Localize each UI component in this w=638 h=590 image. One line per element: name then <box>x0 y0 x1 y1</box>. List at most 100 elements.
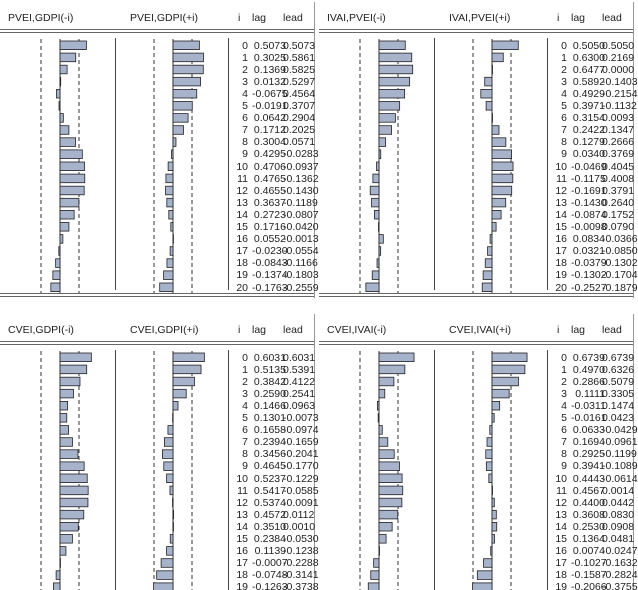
lag-index: 9 <box>561 460 567 473</box>
lag-value: -0.2527 <box>571 281 607 294</box>
lead-value: 0.3769 <box>602 148 635 161</box>
lead-bar <box>159 282 174 293</box>
lag-value: 0.3510 <box>253 520 286 533</box>
lag-bar <box>59 473 88 484</box>
lead-bar <box>163 270 174 280</box>
lead-value: -0.1089 <box>602 460 638 473</box>
lead-value: -0.2824 <box>602 569 638 582</box>
lead-value: 0.6326 <box>602 363 635 376</box>
lag-index: 15 <box>555 533 567 545</box>
lead-value: -0.1132 <box>602 100 637 112</box>
lead-value: -0.1238 <box>283 545 319 558</box>
lead-value: 0.6739 <box>602 351 635 364</box>
lag-index: 12 <box>236 496 248 509</box>
lag-index: 15 <box>236 221 248 233</box>
lag-index: 1 <box>561 51 567 64</box>
lag-bar <box>50 282 61 293</box>
lag-index: 8 <box>561 136 567 149</box>
lead-bar <box>172 388 187 399</box>
lag-index: 2 <box>242 63 248 76</box>
lag-index: 5 <box>561 412 567 424</box>
lead-bar <box>161 449 174 459</box>
column-header-i: i <box>238 12 241 24</box>
lag-bar <box>371 197 380 208</box>
lead-bar <box>484 258 493 268</box>
lag-bar <box>59 113 64 123</box>
lag-bar <box>58 246 61 256</box>
lag-index: 4 <box>561 87 567 100</box>
lead-value: 0.5391 <box>283 363 316 376</box>
column-header-i: i <box>557 12 560 24</box>
lag-index: 19 <box>555 581 567 590</box>
lead-value: 0.5073 <box>283 39 316 52</box>
lag-bar <box>59 388 74 399</box>
lag-index: 18 <box>555 257 567 270</box>
lead-bar <box>491 401 501 411</box>
lag-index: 15 <box>555 221 567 233</box>
lag-value: -0.0007 <box>252 557 288 570</box>
column-separator <box>434 38 435 290</box>
divider <box>319 293 633 297</box>
lag-value: -0.0469 <box>571 160 607 173</box>
lag-index: 0 <box>561 351 567 364</box>
lead-bar <box>167 161 174 172</box>
lag-bar <box>378 113 396 123</box>
lag-value: -0.1374 <box>252 269 288 282</box>
lag-bar <box>378 534 387 544</box>
correlogram-bars <box>359 351 528 590</box>
lead-value: -0.1362 <box>283 172 319 185</box>
lag-index: 18 <box>236 257 248 270</box>
lead-value: -0.1659 <box>283 436 319 449</box>
lag-bar <box>59 76 62 87</box>
lead-bar <box>163 437 174 447</box>
lead-value: 0.0112 <box>283 508 315 521</box>
lag-index: 17 <box>555 245 567 258</box>
lag-bar <box>59 222 70 232</box>
lag-bar <box>59 64 68 75</box>
lag-index: 2 <box>561 63 567 76</box>
lag-index: 4 <box>242 87 248 100</box>
lag-index: 20 <box>555 281 567 294</box>
lag-bar <box>378 376 395 387</box>
lag-index: 7 <box>561 436 567 449</box>
lead-value: -0.1770 <box>283 460 319 473</box>
lead-bar <box>172 89 198 99</box>
lag-index: 6 <box>242 112 248 125</box>
lag-value: 0.4400 <box>572 496 605 509</box>
lead-bar <box>491 485 493 496</box>
lag-value: -0.0874 <box>571 208 607 221</box>
lead-bar <box>485 101 493 111</box>
lag-index: 16 <box>555 233 567 246</box>
lag-index: 10 <box>555 160 567 173</box>
lag-value: 0.5892 <box>572 75 605 88</box>
lead-value: 0.2640 <box>602 196 635 209</box>
lag-bar <box>369 185 380 196</box>
lag-value: 0.3941 <box>572 460 605 473</box>
lead-bar <box>491 40 519 51</box>
lag-value: -0.0098 <box>571 221 607 233</box>
lag-bar <box>378 64 414 75</box>
lead-title: IVAI,PVEI(+i) <box>449 12 511 24</box>
lag-value: 0.4706 <box>253 160 286 173</box>
column-header-lead: lead <box>602 12 622 24</box>
lead-bar <box>491 113 493 123</box>
lag-bar <box>59 52 77 63</box>
lag-bar <box>378 125 392 135</box>
lag-value: 0.3608 <box>572 508 605 521</box>
lead-value: 0.1752 <box>602 208 635 221</box>
lead-value: -0.1189 <box>283 196 318 209</box>
column-separator <box>115 38 116 290</box>
lead-value: 0.4122 <box>283 375 316 388</box>
lag-index: 15 <box>236 533 248 545</box>
lag-index: 11 <box>556 484 567 497</box>
lead-bar <box>170 222 174 232</box>
lag-bar <box>59 125 70 135</box>
lag-index: 6 <box>561 112 567 125</box>
lead-title: PVEI,GDPI(+i) <box>130 12 198 24</box>
lag-index: 0 <box>242 39 248 52</box>
lag-bar <box>59 40 87 51</box>
lag-index: 1 <box>242 363 248 376</box>
lag-bar <box>378 52 413 63</box>
lead-value: -0.1403 <box>602 75 638 88</box>
lag-index: 9 <box>242 148 248 161</box>
